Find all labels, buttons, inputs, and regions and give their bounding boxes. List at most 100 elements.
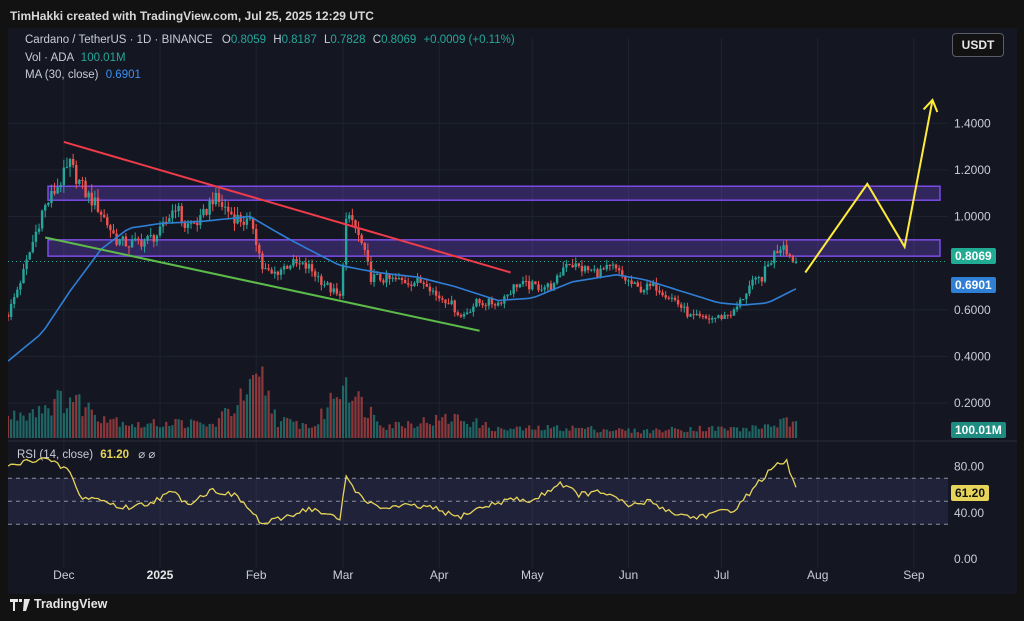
candle-body: [227, 206, 230, 212]
volume-bar: [673, 428, 677, 438]
price-tick-label: 1.2000: [954, 163, 991, 177]
currency-button[interactable]: USDT: [952, 33, 1004, 57]
candle-body: [118, 239, 121, 245]
candle-body: [301, 262, 304, 264]
candle-body: [611, 264, 615, 266]
candle-body: [40, 210, 44, 229]
close-value: 0.8069: [381, 34, 417, 46]
volume-bar: [571, 425, 574, 438]
volume-bar: [143, 426, 146, 438]
candle-body: [642, 290, 646, 293]
price-legend: Cardano / TetherUS · 1D · BINANCE O0.805…: [25, 34, 515, 46]
volume-bar: [497, 426, 500, 438]
candle-body: [605, 264, 608, 270]
candle-body: [434, 290, 438, 296]
volume-bar: [760, 428, 763, 438]
price-tick-label: 0.2000: [954, 396, 991, 410]
volume-bar: [559, 430, 562, 438]
tradingview-logo[interactable]: TradingView: [10, 597, 107, 611]
volume-bar: [230, 416, 233, 438]
rsi-tick-label: 0.00: [954, 552, 978, 566]
volume-bar: [531, 429, 534, 438]
volume-bar: [580, 427, 584, 438]
volume-bar: [270, 413, 273, 438]
rsi-visibility-icons[interactable]: ⌀ ⌀: [138, 449, 156, 461]
volume-bar: [763, 424, 767, 438]
volume-bar: [748, 431, 751, 438]
candle-body: [385, 274, 388, 283]
volume-bar: [34, 417, 38, 438]
candle-body: [701, 315, 705, 317]
candle-body: [130, 240, 134, 248]
volume-bar: [472, 421, 475, 438]
candle-body: [751, 279, 754, 286]
candle-body: [37, 228, 41, 232]
candle-body: [717, 315, 720, 318]
volume-bar: [177, 419, 180, 438]
candle-body: [146, 235, 149, 241]
volume-bar: [462, 421, 466, 438]
volume-label: Vol · ADA: [25, 52, 74, 64]
candle-body: [81, 179, 84, 181]
candle-body: [158, 226, 162, 236]
downtrend-line: [63, 140, 511, 274]
volume-bar: [788, 426, 791, 438]
volume-bar: [372, 414, 376, 438]
volume-bar: [481, 425, 484, 438]
volume-bar: [776, 427, 779, 438]
volume-bar: [394, 421, 397, 438]
volume-bar: [779, 419, 782, 438]
volume-bar: [65, 408, 69, 438]
volume-bar: [512, 428, 515, 438]
chart-svg[interactable]: 1.4000 1.2000 1.0000 0.6000 0.4000 0.2000 80.0…: [8, 28, 1017, 594]
candle-body: [531, 281, 534, 290]
volume-bar: [62, 413, 65, 438]
candle-body: [490, 298, 494, 305]
candle-body: [583, 266, 587, 272]
volume-bar: [540, 430, 543, 438]
volume-bar: [382, 427, 385, 438]
chart-panel[interactable]: 1.4000 1.2000 1.0000 0.6000 0.4000 0.2000 80.0…: [8, 28, 1017, 594]
volume-bar: [413, 428, 416, 438]
candle-body: [366, 249, 370, 262]
candle-body: [596, 269, 599, 278]
volume-bar: [81, 416, 84, 438]
candle-body: [124, 236, 128, 247]
volume-bar: [407, 421, 410, 438]
candle-body: [493, 304, 497, 306]
volume-bar: [639, 433, 642, 438]
candle-body: [580, 266, 584, 272]
volume-bar: [642, 429, 646, 438]
candle-body: [689, 314, 692, 317]
volume-bar: [652, 430, 655, 438]
candle-body: [289, 265, 292, 269]
candle-body: [344, 218, 348, 265]
volume-bar: [99, 423, 103, 438]
candle-body: [487, 298, 491, 306]
volume-bar: [503, 429, 506, 438]
candle-body: [9, 303, 13, 318]
candle-body: [248, 217, 252, 219]
volume-bar: [127, 425, 131, 438]
volume-bar: [441, 417, 444, 438]
candle-body: [779, 249, 782, 254]
candle-body: [453, 300, 456, 313]
volume-bar: [304, 423, 307, 438]
volume-bar: [549, 428, 553, 438]
volume-bar: [388, 424, 391, 438]
candle-body: [87, 192, 90, 198]
volume-bar: [283, 417, 286, 438]
volume-bar: [562, 431, 565, 438]
candle-body: [68, 159, 72, 167]
volume-bar: [258, 376, 261, 438]
volume-bar: [608, 431, 611, 438]
candle-body: [648, 283, 652, 286]
candle-body: [683, 306, 686, 308]
volume-bar: [478, 427, 481, 438]
candle-body: [794, 261, 798, 263]
volume-bar: [121, 421, 124, 438]
volume-bar: [56, 390, 59, 438]
candle-body: [652, 282, 655, 286]
candle-body: [84, 180, 87, 198]
